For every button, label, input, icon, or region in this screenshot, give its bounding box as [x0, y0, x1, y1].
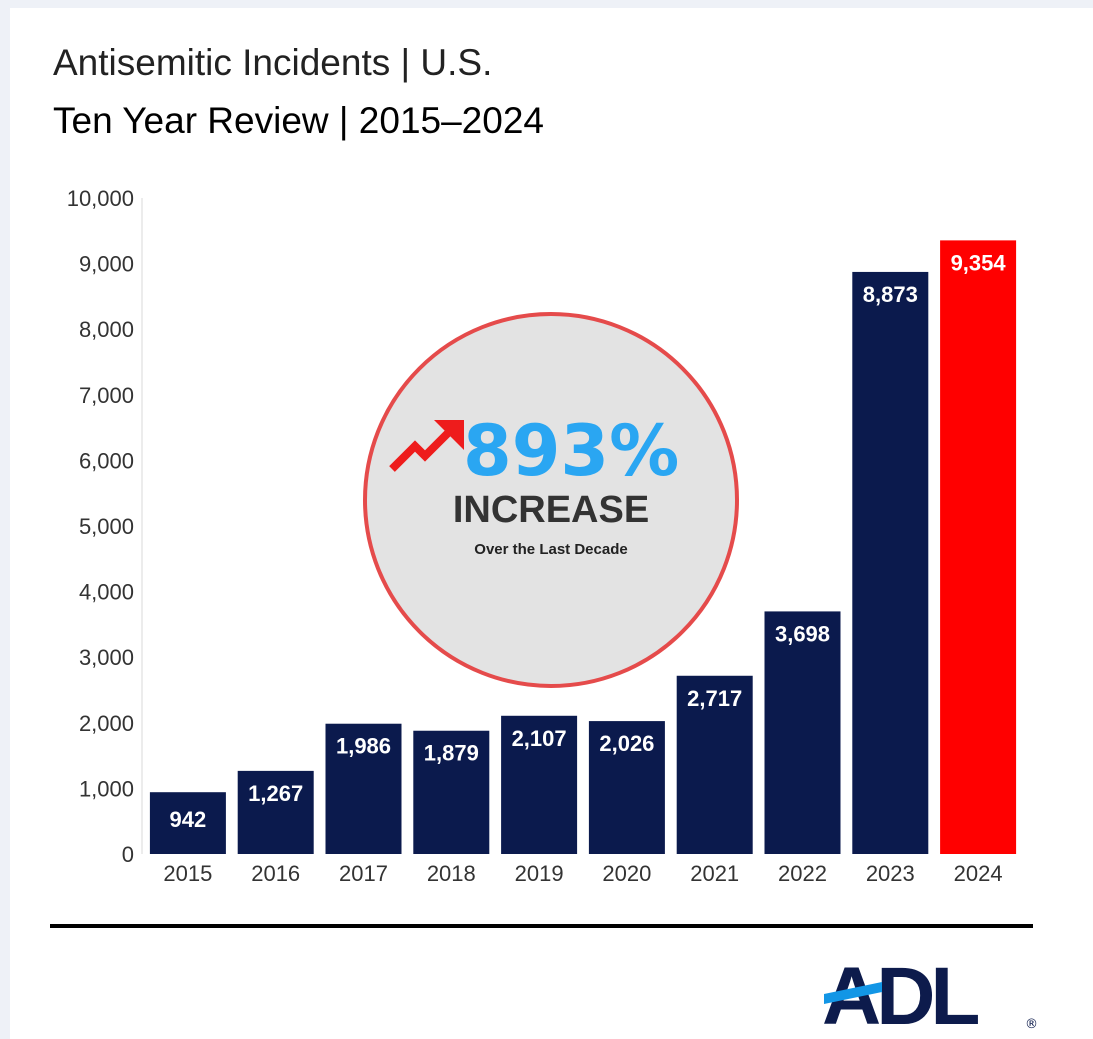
x-tick-label-2022: 2022	[778, 861, 827, 886]
divider-line	[50, 924, 1033, 928]
y-tick-label: 6,000	[79, 448, 134, 473]
bar-2017	[325, 723, 402, 854]
bar-2020	[588, 721, 665, 854]
adl-logo: ADL ®	[822, 951, 1038, 1036]
data-label-2024: 9,354	[951, 250, 1007, 275]
data-label-2016: 1,267	[248, 781, 303, 806]
bar-2019	[501, 715, 578, 854]
data-label-2021: 2,717	[687, 686, 742, 711]
bar-2021	[676, 675, 753, 854]
x-tick-label-2020: 2020	[602, 861, 651, 886]
x-tick-label-2019: 2019	[515, 861, 564, 886]
increase-callout: 893% INCREASE Over the Last Decade	[363, 312, 739, 688]
x-tick-label-2016: 2016	[251, 861, 300, 886]
y-tick-label: 2,000	[79, 711, 134, 736]
x-tick-label-2023: 2023	[866, 861, 915, 886]
y-tick-label: 8,000	[79, 317, 134, 342]
callout-sublabel: Over the Last Decade	[474, 541, 627, 558]
y-tick-label: 3,000	[79, 645, 134, 670]
logo-accent-bar	[824, 982, 882, 1004]
data-label-2017: 1,986	[336, 734, 391, 759]
data-label-2023: 8,873	[863, 282, 918, 307]
x-tick-label-2021: 2021	[690, 861, 739, 886]
y-tick-label: 10,000	[67, 186, 134, 211]
x-tick-label-2018: 2018	[427, 861, 476, 886]
x-tick-label-2017: 2017	[339, 861, 388, 886]
bar-2018	[413, 730, 490, 854]
data-label-2022: 3,698	[775, 621, 830, 646]
data-label-2018: 1,879	[424, 741, 479, 766]
callout-circle	[363, 312, 739, 688]
y-axis: 0 1,000 2,000 3,000 4,000 5,000 6,000 7,000 8,00…	[67, 186, 143, 867]
x-tick-label-2024: 2024	[954, 861, 1003, 886]
chart-title: Antisemitic Incidents | U.S.	[53, 42, 493, 83]
chart-card: Antisemitic Incidents | U.S. Ten Year Re…	[10, 8, 1093, 1039]
x-tick-label-2015: 2015	[163, 861, 212, 886]
bars-group: 942 1,267 1,986 1,879 2,107 2,026 2,717 3,698 8,…	[149, 240, 1017, 855]
arrow-line	[389, 429, 452, 472]
y-tick-label: 1,000	[79, 776, 134, 801]
callout-label: INCREASE	[453, 489, 649, 531]
bar-2023	[852, 271, 929, 854]
bar-2016	[237, 770, 314, 854]
data-label-2019: 2,107	[512, 726, 567, 751]
bar-chart: 0 1,000 2,000 3,000 4,000 5,000 6,000 7,000 8,00…	[67, 186, 1017, 886]
bar-2022	[764, 611, 841, 854]
y-tick-label: 7,000	[79, 383, 134, 408]
y-tick-label: 9,000	[79, 252, 134, 277]
data-label-2020: 2,026	[599, 731, 654, 756]
x-axis: 2015 2016 2017 2018 2019 2020 2021 2022 2023 2024	[163, 861, 1002, 886]
trend-up-arrow-icon	[389, 420, 464, 472]
arrow-head	[434, 420, 464, 450]
y-tick-label: 5,000	[79, 514, 134, 539]
registered-mark: ®	[1025, 1017, 1038, 1032]
chart-subtitle: Ten Year Review | 2015–2024	[53, 100, 544, 141]
data-label-2015: 942	[170, 807, 207, 832]
y-tick-label: 4,000	[79, 580, 134, 605]
y-tick-label: 0	[122, 842, 134, 867]
bar-2024	[940, 240, 1017, 855]
bar-2015	[149, 792, 226, 854]
callout-value: 893%	[463, 410, 679, 492]
